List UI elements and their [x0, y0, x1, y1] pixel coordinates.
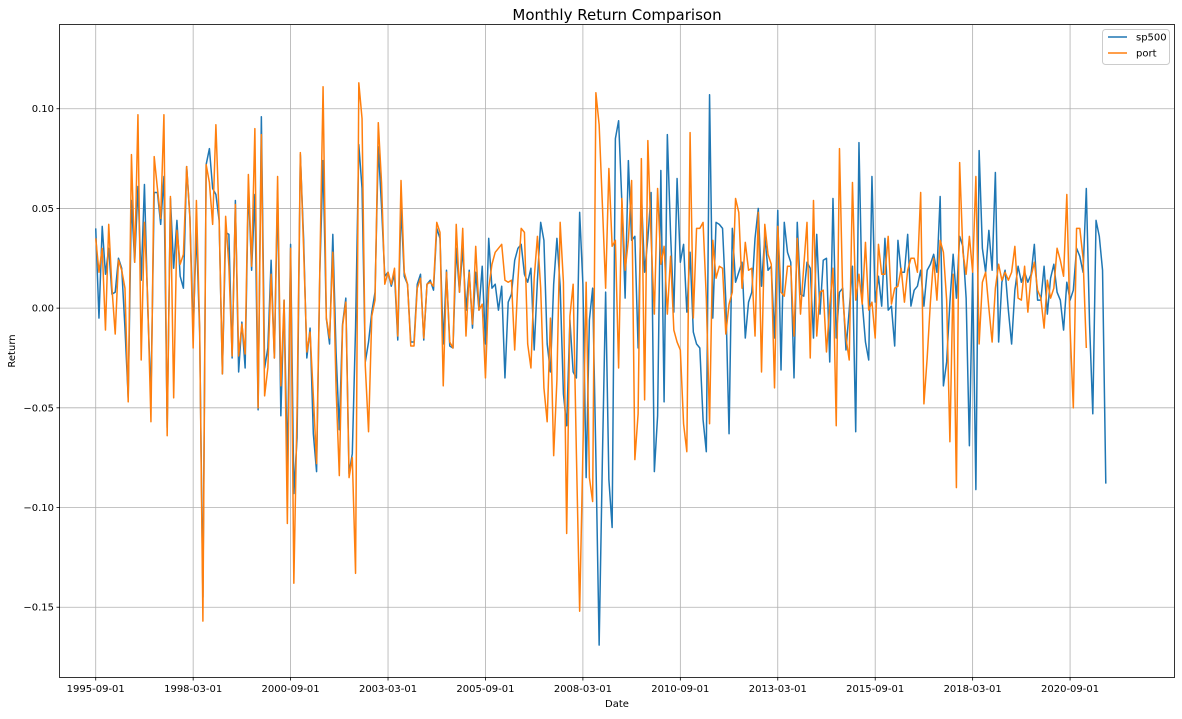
- chart-title: Monthly Return Comparison: [512, 6, 721, 24]
- legend-label-port: port: [1136, 49, 1157, 60]
- x-axis-ticks: 1995-09-01 1998-03-01 2000-09-01 2003-03-01…: [67, 677, 1099, 695]
- legend: sp500 port: [1102, 29, 1170, 65]
- plot-frame: [59, 24, 1175, 678]
- x-axis-label: Date: [605, 699, 629, 710]
- x-tick-label: 2015-09-01: [846, 684, 904, 695]
- legend-box: [1102, 29, 1170, 65]
- x-tick-label: 1995-09-01: [67, 684, 125, 695]
- x-tick-label: 2013-03-01: [749, 684, 807, 695]
- y-tick-label: −0.05: [23, 403, 54, 414]
- grid-lines: [60, 25, 1174, 677]
- y-tick-label: 0.00: [32, 304, 54, 315]
- x-tick-label: 2005-09-01: [456, 684, 514, 695]
- x-tick-label: 2018-03-01: [944, 684, 1002, 695]
- series-lines: [94, 82, 1107, 646]
- legend-label-sp500: sp500: [1136, 33, 1167, 44]
- y-tick-label: 0.05: [32, 204, 54, 215]
- y-axis-label: Return: [7, 334, 18, 367]
- x-tick-label: 2000-09-01: [262, 684, 320, 695]
- x-tick-label: 2008-03-01: [554, 684, 612, 695]
- x-tick-label: 1998-03-01: [164, 684, 222, 695]
- y-tick-label: −0.10: [23, 503, 54, 514]
- x-tick-label: 2003-03-01: [359, 684, 417, 695]
- x-tick-label: 2010-09-01: [651, 684, 709, 695]
- y-axis-ticks: −0.15 −0.10 −0.05 0.00 0.05 0.10: [23, 104, 60, 614]
- x-tick-label: 2020-09-01: [1041, 684, 1099, 695]
- y-tick-label: −0.15: [23, 603, 54, 614]
- y-tick-label: 0.10: [32, 104, 54, 115]
- series-line-port: [94, 82, 1088, 622]
